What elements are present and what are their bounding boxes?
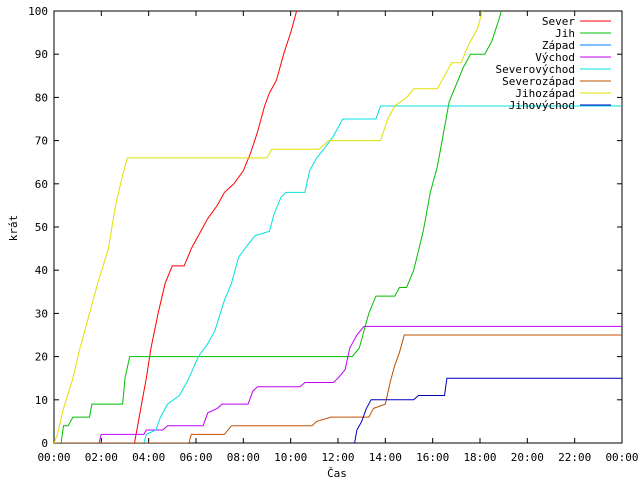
x-tick-label: 22:00	[558, 451, 591, 464]
x-tick-label: 14:00	[369, 451, 402, 464]
legend: SeverJihZápadVýchodSeverovýchodSeverozáp…	[496, 15, 611, 112]
y-tick-label: 60	[35, 178, 48, 191]
y-tick-label: 30	[35, 307, 48, 320]
series-line-1	[54, 11, 298, 443]
y-tick-label: 100	[28, 5, 48, 18]
series-line-7	[54, 11, 483, 443]
y-tick-label: 80	[35, 91, 48, 104]
x-tick-label: 06:00	[179, 451, 212, 464]
x-tick-label: 00:00	[37, 451, 70, 464]
x-tick-label: 10:00	[274, 451, 307, 464]
x-tick-label: 04:00	[132, 451, 165, 464]
x-axis-label: Čas	[327, 467, 347, 480]
series-line-5	[54, 105, 622, 443]
y-tick-label: 50	[35, 221, 48, 234]
series-line-6	[54, 334, 622, 443]
y-tick-label: 0	[41, 437, 48, 450]
legend-label: Západ	[542, 39, 575, 52]
y-tick-label: 70	[35, 135, 48, 148]
legend-label: Sever	[542, 15, 575, 28]
x-tick-label: 20:00	[511, 451, 544, 464]
series-line-2	[54, 11, 502, 443]
legend-label: Severovýchod	[496, 63, 575, 76]
y-axis-label: krát	[7, 215, 20, 242]
series-lines	[54, 11, 622, 443]
x-tick-label: 12:00	[321, 451, 354, 464]
legend-label: Východ	[535, 51, 575, 64]
x-tick-label: 08:00	[227, 451, 260, 464]
legend-label: Jihozápad	[515, 87, 575, 100]
y-tick-label: 90	[35, 48, 48, 61]
series-line-8	[354, 377, 622, 443]
y-tick-label: 20	[35, 351, 48, 364]
y-tick-label: 10	[35, 394, 48, 407]
x-tick-label: 00:00	[605, 451, 638, 464]
x-tick-label: 02:00	[85, 451, 118, 464]
y-tick-label: 40	[35, 264, 48, 277]
legend-label: Jih	[555, 27, 575, 40]
axes: 0 10 20 30 40 50 60 70 80 90 100 00:00 02:00 04:00 06:…	[28, 5, 638, 464]
x-tick-label: 18:00	[463, 451, 496, 464]
x-tick-label: 16:00	[416, 451, 449, 464]
legend-label: Jihovýchod	[509, 99, 575, 112]
series-line-4	[98, 325, 622, 443]
legend-label: Severozápad	[502, 75, 575, 88]
